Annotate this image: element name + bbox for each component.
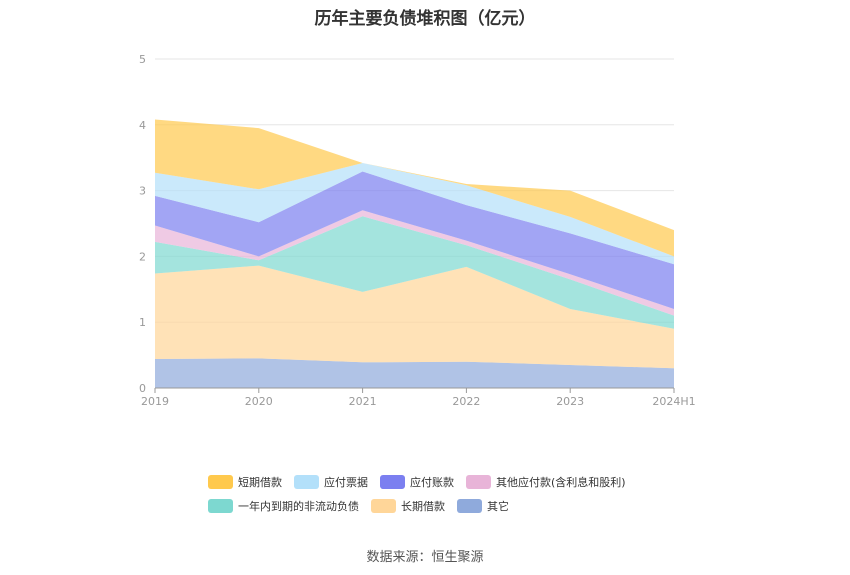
legend-swatch <box>380 475 405 489</box>
stacked-area-chart: 0 1 2 3 4 5 2019 2020 2021 2022 2023 2024H1 短期借款 应付票… <box>139 53 696 513</box>
legend-swatch <box>208 499 233 513</box>
legend-swatch <box>208 475 233 489</box>
legend-item[interactable]: 其它 <box>457 499 509 513</box>
legend-label: 应付票据 <box>324 475 368 489</box>
legend-item[interactable]: 短期借款 <box>208 475 282 489</box>
legend-swatch <box>294 475 319 489</box>
x-tick-label: 2021 <box>349 395 377 408</box>
legend-swatch <box>457 499 482 513</box>
x-tick-label: 2019 <box>141 395 169 408</box>
area-一年内到期的非流动负债 <box>155 216 674 329</box>
x-tick-label: 2022 <box>452 395 480 408</box>
axes: 0 1 2 3 4 5 2019 2020 2021 2022 2023 2024H1 <box>139 53 696 408</box>
legend-item[interactable]: 一年内到期的非流动负债 <box>208 499 359 513</box>
legend-item[interactable]: 应付票据 <box>294 475 368 489</box>
area-series <box>155 119 674 388</box>
y-tick-label: 3 <box>139 185 146 198</box>
y-tick-label: 0 <box>139 382 146 395</box>
legend-item[interactable]: 长期借款 <box>371 499 445 513</box>
legend-label: 应付账款 <box>410 475 454 489</box>
legend: 短期借款 应付票据 应付账款 其他应付款(含利息和股利) 一年内到期的非流动负债 长期借款… <box>208 475 626 513</box>
legend-item[interactable]: 其他应付款(含利息和股利) <box>466 475 626 489</box>
x-tick-label: 2024H1 <box>652 395 695 408</box>
legend-label: 其他应付款(含利息和股利) <box>496 475 626 489</box>
x-tick-label: 2020 <box>245 395 273 408</box>
x-tick-label: 2023 <box>556 395 584 408</box>
area-长期借款 <box>155 265 674 369</box>
legend-label: 长期借款 <box>401 499 445 513</box>
y-tick-label: 5 <box>139 53 146 66</box>
legend-label: 一年内到期的非流动负债 <box>238 499 359 513</box>
legend-label: 短期借款 <box>238 475 282 489</box>
legend-label: 其它 <box>487 499 509 513</box>
area-应付票据 <box>155 163 674 265</box>
y-tick-label: 2 <box>139 250 146 263</box>
y-tick-label: 1 <box>139 316 146 329</box>
data-source: 数据来源：恒生聚源 <box>366 550 484 565</box>
legend-swatch <box>371 499 396 513</box>
chart-title: 历年主要负债堆积图（亿元） <box>314 9 536 29</box>
legend-item[interactable]: 应付账款 <box>380 475 454 489</box>
area-其它 <box>155 358 674 388</box>
legend-swatch <box>466 475 491 489</box>
y-tick-label: 4 <box>139 119 146 132</box>
area-短期借款 <box>155 119 674 257</box>
area-应付账款 <box>155 171 674 309</box>
